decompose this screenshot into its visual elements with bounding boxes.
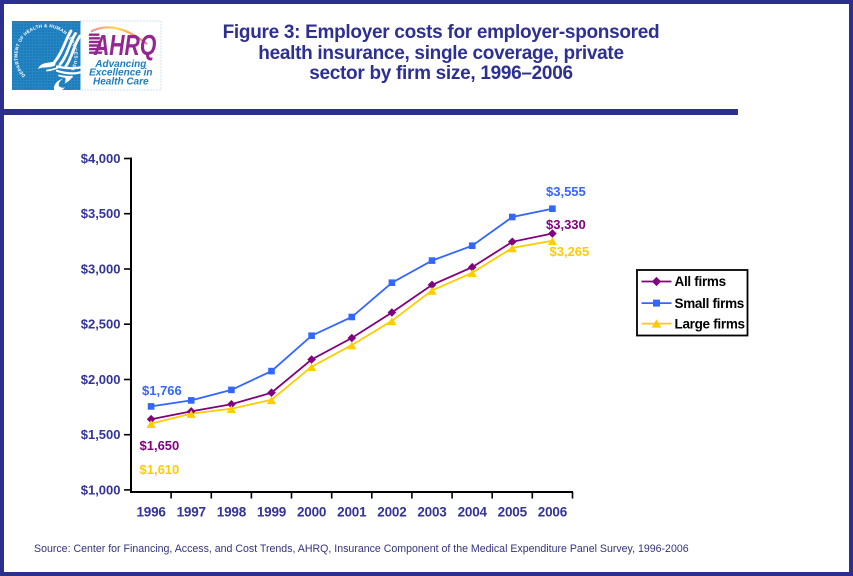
svg-text:Small firms: Small firms xyxy=(675,296,744,311)
svg-text:2004: 2004 xyxy=(458,504,488,519)
svg-text:Large firms: Large firms xyxy=(675,316,745,331)
svg-text:2005: 2005 xyxy=(498,504,528,519)
svg-text:2006: 2006 xyxy=(538,504,568,519)
svg-text:$1,650: $1,650 xyxy=(140,438,180,453)
svg-text:$3,330: $3,330 xyxy=(546,217,586,232)
svg-text:$2,500: $2,500 xyxy=(81,317,121,332)
svg-text:1998: 1998 xyxy=(217,504,247,519)
svg-text:Health Care: Health Care xyxy=(93,77,149,88)
svg-text:2003: 2003 xyxy=(417,504,447,519)
svg-text:$3,500: $3,500 xyxy=(81,206,121,221)
svg-text:$3,000: $3,000 xyxy=(81,262,121,277)
svg-text:$1,766: $1,766 xyxy=(142,383,182,398)
svg-text:AHRQ: AHRQ xyxy=(93,30,156,62)
svg-text:$4,000: $4,000 xyxy=(81,151,121,166)
svg-text:$3,265: $3,265 xyxy=(550,244,590,259)
svg-text:$1,610: $1,610 xyxy=(140,462,180,477)
svg-text:1999: 1999 xyxy=(257,504,286,519)
svg-text:$1,000: $1,000 xyxy=(81,483,121,498)
svg-text:2002: 2002 xyxy=(377,504,406,519)
svg-text:$2,000: $2,000 xyxy=(81,372,121,387)
svg-text:2000: 2000 xyxy=(297,504,326,519)
svg-text:Excellence in: Excellence in xyxy=(89,68,152,79)
svg-text:$3,555: $3,555 xyxy=(546,184,586,199)
svg-text:2001: 2001 xyxy=(337,504,367,519)
svg-text:1997: 1997 xyxy=(177,504,206,519)
svg-text:All firms: All firms xyxy=(675,274,726,289)
svg-text:1996: 1996 xyxy=(136,504,166,519)
svg-text:$1,500: $1,500 xyxy=(81,427,121,442)
svg-text:Advancing: Advancing xyxy=(94,59,146,70)
